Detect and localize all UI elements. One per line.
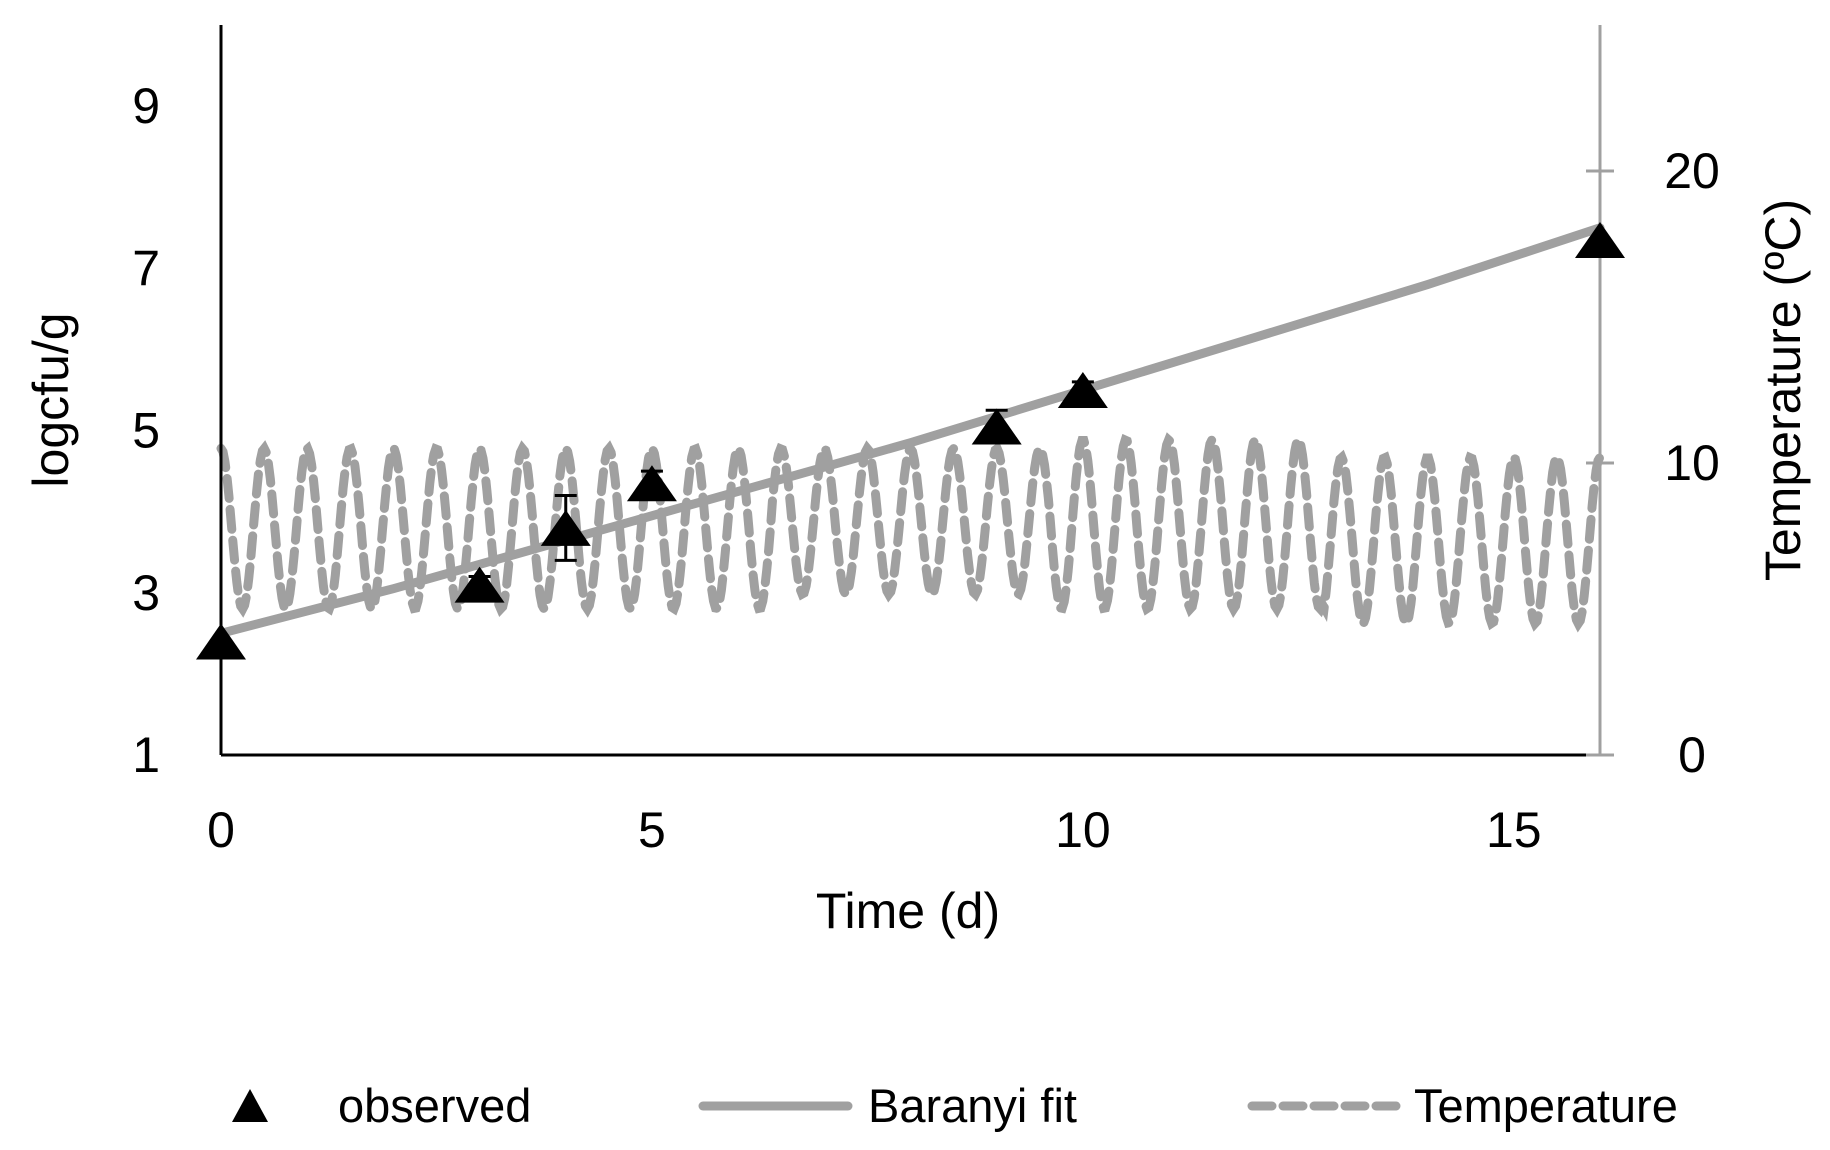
y-left-tick-label: 5 — [132, 403, 160, 459]
x-tick-label: 5 — [638, 802, 666, 858]
x-axis-title: Time (d) — [816, 883, 1000, 939]
legend-temperature-label: Temperature — [1414, 1079, 1678, 1132]
y-left-tick-label: 3 — [132, 565, 160, 621]
baranyi-fit-series — [216, 223, 1605, 638]
observed-point — [454, 566, 505, 603]
legend-baranyi-label: Baranyi fit — [868, 1079, 1077, 1132]
y-left-tick-label: 7 — [132, 240, 160, 296]
observed-point — [971, 408, 1022, 445]
x-tick-label: 10 — [1055, 802, 1111, 858]
baranyi-fit-line — [216, 223, 1605, 638]
temperature-series — [216, 430, 1605, 633]
axes — [219, 25, 1614, 757]
x-tick-label: 15 — [1486, 802, 1542, 858]
legend-observed-marker — [232, 1089, 268, 1122]
observed-point — [540, 509, 591, 546]
y-left-tick-label: 9 — [132, 78, 160, 134]
observed-point — [626, 465, 677, 502]
x-tick-label: 0 — [207, 802, 235, 858]
observed-series — [196, 221, 1625, 660]
observed-point — [1575, 221, 1625, 258]
y-axis-right-title: Temperature (ºC) — [1755, 199, 1811, 581]
observed-point — [196, 623, 246, 660]
y-left-tick-label: 1 — [132, 727, 160, 783]
temperature-line — [216, 430, 1605, 633]
legend: observed Baranyi fit Temperature — [232, 1079, 1678, 1132]
y-axis-left-title: logcfu/g — [23, 312, 79, 487]
observed-point — [1057, 372, 1108, 408]
y-right-tick-label: 0 — [1678, 727, 1706, 783]
y-right-tick-label: 10 — [1664, 435, 1720, 491]
legend-observed-label: observed — [338, 1079, 531, 1132]
y-right-tick-label: 20 — [1664, 143, 1720, 199]
tick-labels: 1 3 5 7 9 0 10 20 0 5 10 15 — [132, 78, 1720, 858]
